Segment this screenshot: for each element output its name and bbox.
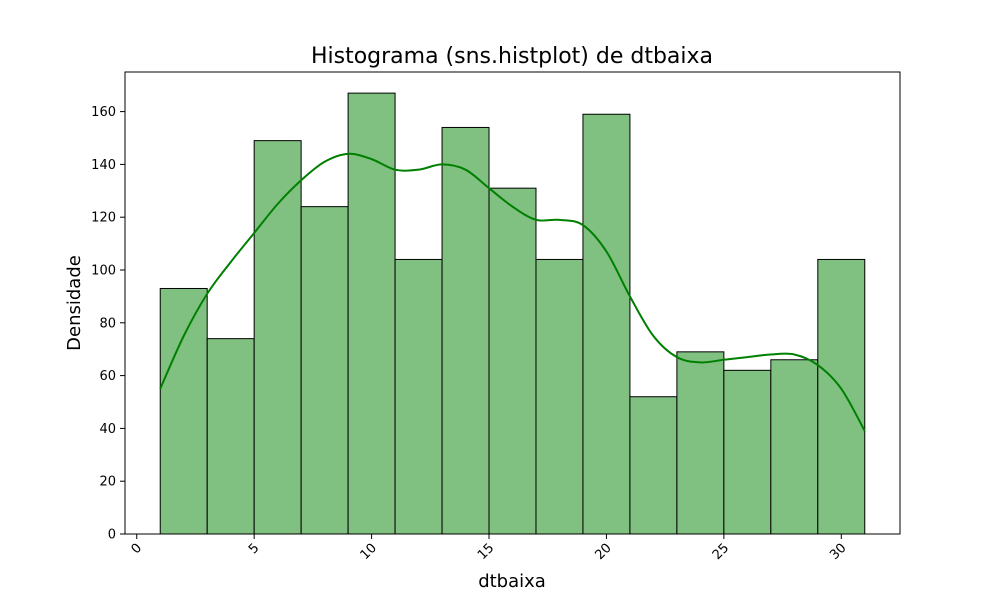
- histogram-bar: [629, 396, 678, 535]
- y-tick-label: 80: [99, 316, 116, 331]
- histogram-bar: [206, 338, 255, 535]
- x-tick-label: 30: [827, 541, 849, 563]
- chart-title: Histograma (sns.histplot) de dtbaixa: [311, 44, 713, 69]
- histogram-bar: [488, 187, 537, 535]
- y-tick-label: 120: [91, 211, 116, 226]
- x-axis-label: dtbaixa: [478, 571, 546, 592]
- histogram-bar: [723, 369, 772, 535]
- kde-layer: [159, 152, 866, 432]
- histogram-bar: [300, 206, 349, 535]
- histogram-bar: [394, 258, 443, 535]
- x-tick-label: 15: [475, 541, 497, 563]
- y-tick-label: 40: [99, 422, 116, 437]
- histogram-bar: [535, 258, 584, 535]
- histogram-bar: [676, 351, 725, 535]
- y-tick-label: 160: [91, 105, 116, 120]
- y-tick-label: 0: [108, 528, 116, 543]
- histogram-bar: [441, 126, 490, 535]
- plot-area-frame: [124, 71, 901, 535]
- histogram-bar: [817, 258, 866, 535]
- histogram-bar: [253, 140, 302, 535]
- bars-layer: [159, 92, 866, 535]
- histogram-bar: [159, 287, 208, 535]
- x-tick-label: 5: [246, 541, 262, 557]
- x-axis: 0 5 10 15 20 25 30: [129, 534, 850, 563]
- x-tick-label: 10: [358, 541, 380, 563]
- y-tick-label: 100: [91, 264, 116, 279]
- histogram-bar: [582, 113, 631, 535]
- x-tick-label: 20: [592, 541, 614, 563]
- kde-curve: [159, 152, 866, 432]
- y-axis: 0 20 40 60 80 100 120 140 160: [91, 105, 125, 543]
- y-axis-label: Densidade: [64, 255, 85, 351]
- x-tick-label: 0: [129, 541, 145, 557]
- histogram-bar: [770, 359, 819, 535]
- x-tick-label: 25: [710, 541, 732, 563]
- y-tick-label: 20: [99, 475, 116, 490]
- y-tick-label: 140: [91, 158, 116, 173]
- y-tick-label: 60: [99, 369, 116, 384]
